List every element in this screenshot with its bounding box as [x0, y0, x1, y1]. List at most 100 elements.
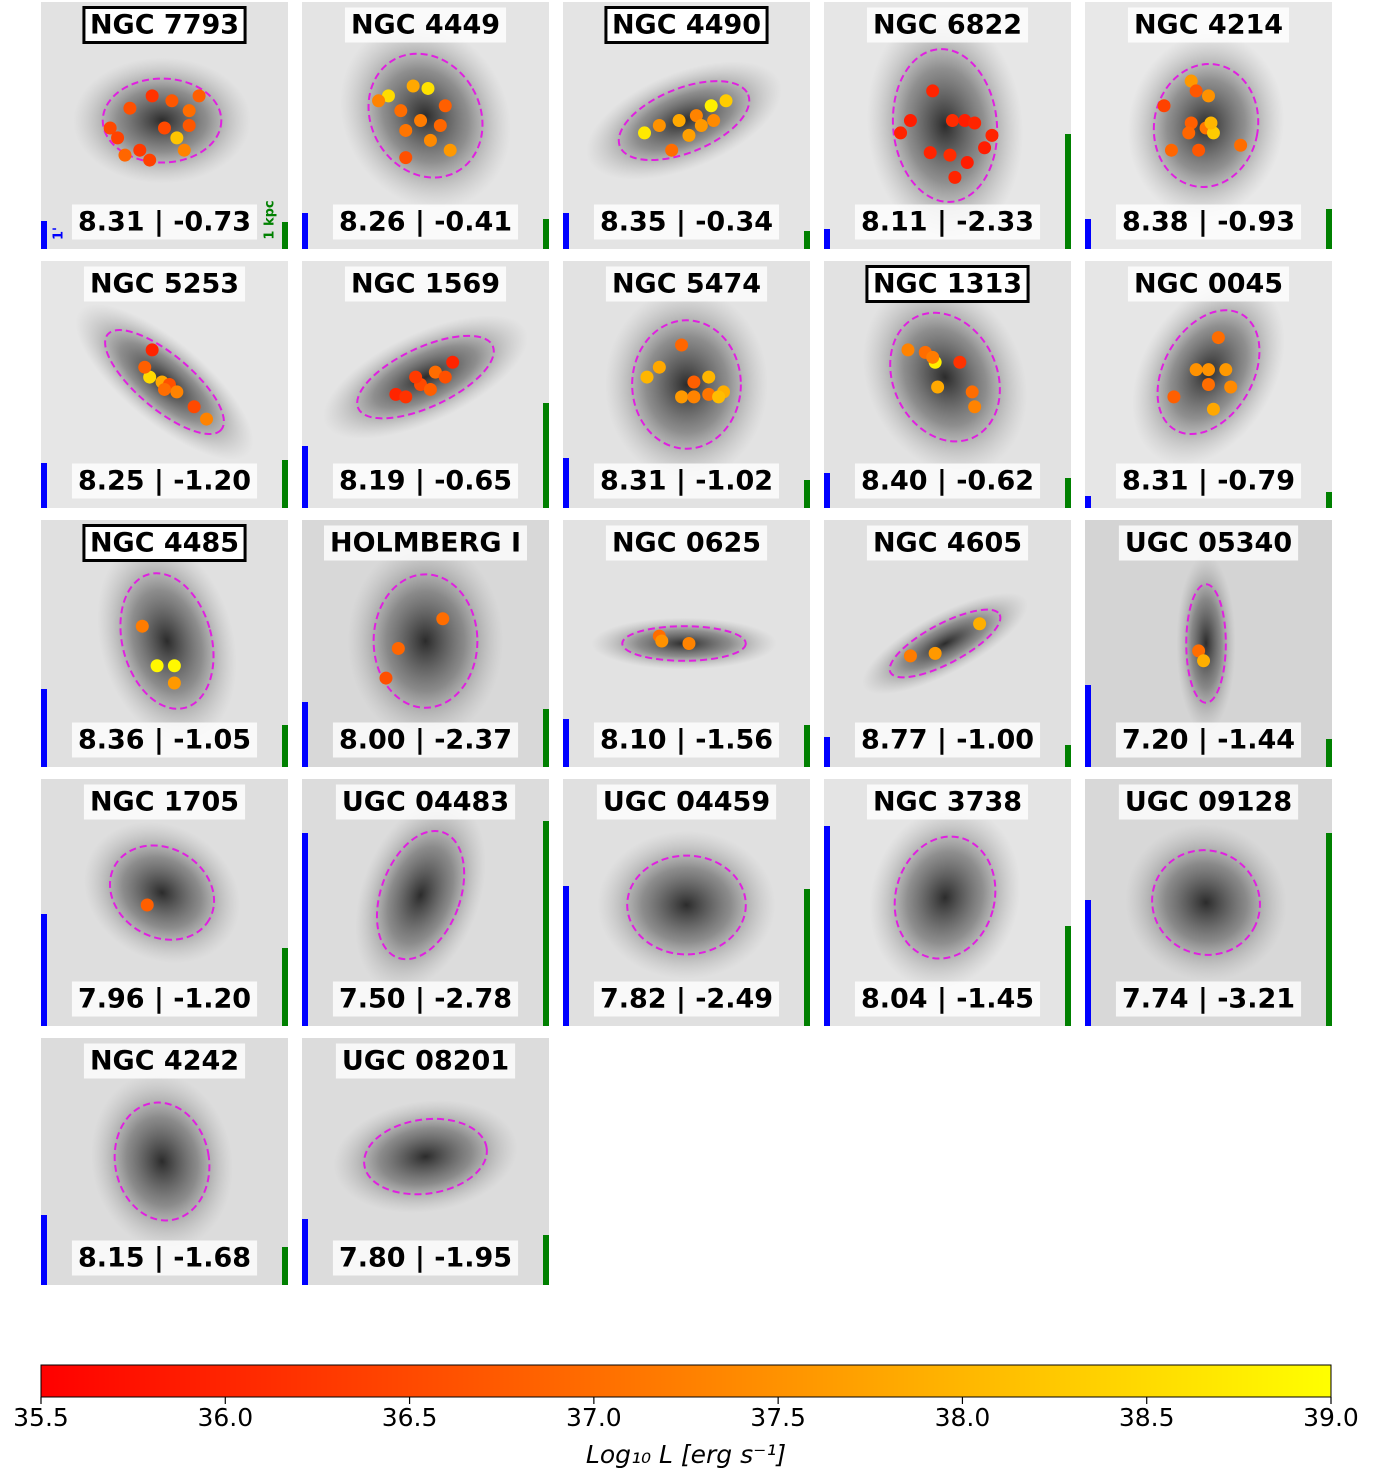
source-point — [689, 109, 703, 123]
source-point — [423, 133, 437, 147]
source-point — [1184, 74, 1198, 88]
angular-scale-bar — [563, 719, 569, 767]
source-point — [1202, 363, 1215, 377]
source-point — [138, 360, 152, 374]
aperture-ellipse — [372, 573, 479, 709]
galaxy — [347, 540, 504, 742]
galaxy-name: UGC 08201 — [342, 1046, 509, 1077]
source-point — [682, 128, 696, 142]
source-point — [199, 412, 213, 426]
label-bg — [335, 1043, 516, 1079]
source-point — [145, 89, 159, 103]
source-point — [687, 375, 701, 389]
source-point — [1189, 363, 1203, 377]
physical-scale-bar — [804, 480, 810, 508]
angular-scale-bar — [824, 826, 830, 1026]
label-bg — [1127, 7, 1290, 43]
label-bg — [1118, 784, 1299, 820]
metallicity-sfr-label: 8.31 | -0.73 — [78, 207, 251, 238]
colorbar-tick-label: 38.5 — [1119, 1403, 1175, 1432]
colorbar-tick-label: 36.0 — [197, 1403, 253, 1432]
galaxy — [1176, 554, 1236, 733]
colorbar-tick-label: 39.0 — [1303, 1403, 1359, 1432]
metallicity-sfr-label: 7.50 | -2.78 — [339, 984, 512, 1015]
metallicity-sfr-label: 8.31 | -1.02 — [600, 466, 773, 497]
title-box — [604, 6, 769, 44]
galaxy — [323, 315, 528, 439]
aperture-ellipse — [375, 829, 466, 961]
aperture-ellipse — [621, 625, 747, 662]
metallicity-sfr-label: 8.04 | -1.45 — [861, 984, 1034, 1015]
source-point — [145, 343, 159, 357]
source-point — [901, 343, 915, 357]
physical-scale-bar — [1326, 209, 1332, 249]
aperture-ellipse — [1151, 849, 1261, 956]
source-point — [960, 156, 974, 170]
source-point — [702, 370, 716, 384]
galaxy-name: NGC 5253 — [90, 269, 239, 300]
source-point — [399, 390, 413, 404]
colorbar-tick-label: 37.5 — [750, 1403, 806, 1432]
label-bg — [332, 1240, 519, 1276]
source-point — [640, 370, 654, 384]
metallicity-sfr-label: 8.25 | -1.20 — [78, 466, 251, 497]
label-bg — [344, 7, 507, 43]
source-point — [1184, 116, 1198, 130]
angular-scale-bar — [302, 702, 308, 767]
source-point — [1206, 126, 1220, 140]
label-bg — [1115, 463, 1302, 499]
source-point — [926, 84, 940, 98]
angular-scale-bar — [302, 1219, 308, 1285]
angular-scale-bar — [563, 458, 569, 508]
source-point — [165, 94, 179, 108]
label-bg — [605, 266, 768, 302]
galaxy — [862, 592, 1028, 695]
source-point — [719, 94, 733, 108]
panel — [824, 2, 1071, 249]
galaxy-name: NGC 6822 — [873, 10, 1022, 41]
source-point — [1192, 644, 1206, 658]
galaxy — [1125, 824, 1287, 981]
label-bg — [1115, 722, 1302, 758]
source-point — [638, 126, 652, 140]
source-point — [923, 146, 937, 160]
label-bg — [854, 204, 1041, 240]
source-point — [167, 676, 181, 690]
metallicity-sfr-label: 7.82 | -2.49 — [600, 984, 773, 1015]
source-point — [421, 81, 435, 95]
source-point — [143, 370, 157, 384]
metallicity-sfr-label: 8.38 | -0.93 — [1122, 207, 1295, 238]
physical-scale-bar — [1065, 478, 1071, 508]
source-point — [406, 79, 420, 93]
angular-scale-bar — [302, 213, 308, 249]
galaxy-name: NGC 7793 — [90, 10, 239, 41]
source-point — [399, 123, 413, 137]
source-point — [443, 143, 457, 157]
label-bg — [71, 204, 258, 240]
source-point — [694, 119, 708, 132]
source-point — [948, 170, 962, 184]
aperture-ellipse — [626, 854, 747, 956]
colorbar-tick-label: 36.5 — [382, 1403, 438, 1432]
source-point — [704, 99, 718, 113]
source-point — [1202, 89, 1215, 103]
physical-scale-bar — [282, 725, 288, 767]
aperture-ellipse — [367, 52, 484, 179]
physical-scale-bar — [543, 1235, 549, 1285]
source-point — [394, 104, 408, 118]
source-point — [187, 400, 201, 414]
label-bg — [854, 981, 1041, 1017]
label-bg — [605, 525, 768, 561]
angular-scale-bar — [302, 833, 308, 1026]
metallicity-sfr-label: 8.00 | -2.37 — [339, 725, 512, 756]
source-point — [1204, 116, 1218, 130]
label-bg — [866, 784, 1029, 820]
metallicity-sfr-label: 7.96 | -1.20 — [78, 984, 251, 1015]
source-point — [652, 360, 666, 374]
physical-scale-bar — [543, 403, 549, 508]
source-point — [399, 151, 413, 165]
source-point — [1219, 363, 1233, 377]
label-bg — [854, 722, 1041, 758]
galaxy-name: NGC 0625 — [612, 528, 761, 559]
galaxy-name: NGC 4605 — [873, 528, 1022, 559]
